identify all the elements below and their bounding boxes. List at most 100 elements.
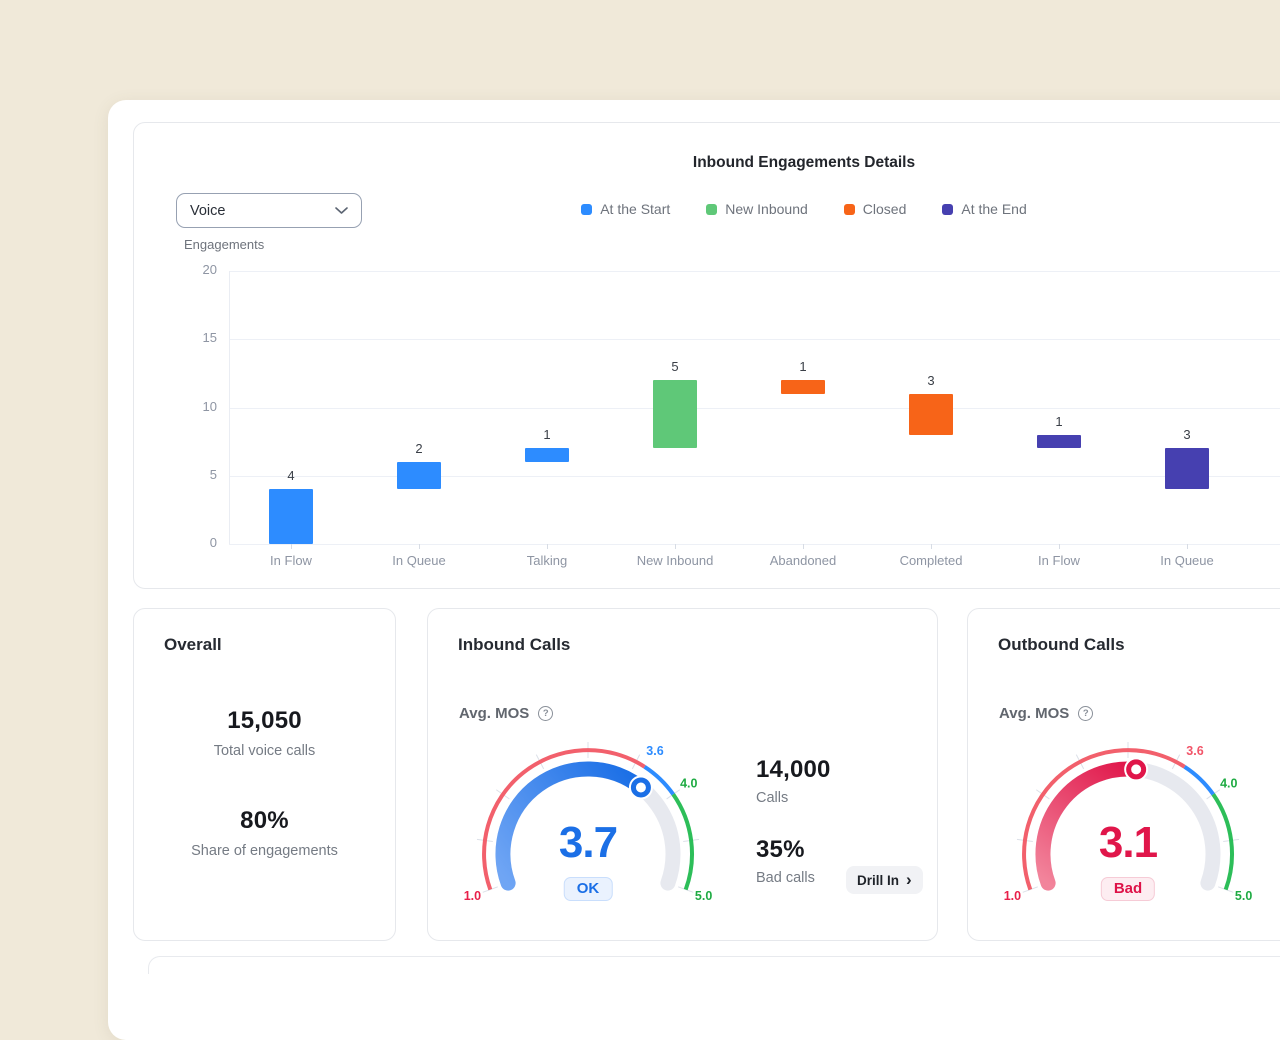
chevron-right-icon: › [906,869,912,889]
x-axis-tick [291,544,292,549]
share-of-engagements-stat: 80% Share of engagements [134,807,395,859]
legend-swatch-icon [843,203,855,215]
svg-text:4.0: 4.0 [1220,777,1237,791]
info-icon[interactable]: ? [1078,706,1094,721]
calls-stat: 14,000 Calls [756,756,831,806]
svg-text:4.0: 4.0 [680,777,697,791]
legend-item-at-the-start[interactable]: At the Start [581,201,670,217]
y-axis-tick-label: 20 [202,262,217,277]
x-axis-tick [675,544,676,549]
card-title: Overall [164,635,222,654]
legend-label: New Inbound [725,201,808,217]
bar-value-label: 5 [671,359,679,375]
total-voice-calls-stat: 15,050 Total voice calls [134,707,395,759]
bar-value-label: 3 [1183,427,1191,443]
legend-label: Closed [862,201,907,217]
inbound-calls-card: Inbound Calls Avg. MOS ? 1.0 3.6 4.0 5.0 3.… [427,608,938,941]
x-axis-tick [931,544,932,549]
svg-text:5.0: 5.0 [695,889,712,903]
x-axis-category-label: In Queue [1160,553,1214,568]
x-axis-tick [803,544,804,549]
stat-value: 14,000 [756,756,831,783]
next-row-card-top [148,956,1280,974]
legend-label: At the End [961,201,1027,217]
mos-status-badge: OK [563,877,613,901]
info-icon[interactable]: ? [538,706,554,721]
stat-value: 80% [240,807,289,834]
chart-bar-abandoned[interactable] [781,380,825,394]
x-axis-tick [1187,544,1188,549]
card-title: Outbound Calls [998,635,1125,654]
chart-gridline [229,339,1280,341]
chart-legend: At the Start New Inbound Closed At the End [134,201,1280,217]
mos-gauge: 1.0 3.6 4.0 5.0 [464,742,712,903]
mos-gauge: 1.0 3.6 4.0 5.0 [1004,742,1252,903]
chart-gridline [229,407,1280,409]
y-axis-tick-label: 5 [209,466,217,482]
x-axis-category-label: Completed [899,553,963,568]
bar-value-label: 1 [799,359,807,375]
legend-swatch-icon [706,203,718,215]
x-axis-category-label: In Queue [392,553,446,568]
mos-gauge-container: 1.0 3.6 4.0 5.0 3.7 OK [456,734,720,919]
outbound-calls-card: Outbound Calls Avg. MOS ? 1.0 3.6 4.0 5.0 3… [967,608,1280,941]
chart-bar-new-inbound[interactable] [653,380,697,449]
svg-text:1.0: 1.0 [1004,889,1021,903]
drill-in-button[interactable]: Drill In › [846,866,923,894]
mos-value: 3.7 [558,818,618,867]
avg-mos-row: Avg. MOS ? [459,705,554,722]
stat-label: Bad calls [756,870,815,886]
chart-bar-in-queue[interactable] [397,462,441,490]
y-axis-tick-label: 15 [202,330,217,346]
overall-card: Overall 15,050 Total voice calls 80% Sha… [133,608,396,941]
chart-gridline [229,271,1280,272]
card-title: Inbound Calls [458,635,571,654]
y-axis-tick-label: 0 [209,535,217,550]
stat-label: Calls [756,790,789,806]
chart-title: Inbound Engagements Details [692,154,916,171]
x-axis-category-label: New Inbound [636,553,714,568]
chart-gridline [229,544,1280,545]
y-axis-tick-label: 10 [202,398,217,414]
channel-select-value: Voice [190,202,226,219]
svg-text:5.0: 5.0 [1235,889,1252,903]
x-axis-tick [1059,544,1060,549]
bar-value-label: 1 [1055,413,1063,429]
avg-mos-row: Avg. MOS ? [999,705,1094,722]
x-axis-category-label: In Flow [1038,553,1080,568]
mos-value: 3.1 [1098,818,1158,867]
x-axis-category-label: Talking [526,553,568,568]
x-axis-tick [547,544,548,549]
chart-bar-in-flow[interactable] [269,489,313,544]
channel-select[interactable]: Voice [176,193,362,228]
bar-value-label: 3 [927,372,935,388]
bar-value-label: 2 [415,441,423,457]
stat-label: Total voice calls [213,743,316,759]
legend-item-at-the-end[interactable]: At the End [942,201,1027,217]
chart-gridline [229,475,1280,477]
chart-bar-in-flow[interactable] [1037,434,1081,449]
legend-label: At the Start [600,201,671,217]
chevron-down-icon [335,206,348,214]
chart-bar-completed[interactable] [909,393,953,435]
avg-mos-label: Avg. MOS [459,705,530,722]
bad-calls-stat: 35% Bad calls [756,836,815,886]
chart-bar-in-queue[interactable] [1165,448,1209,490]
stat-value: 35% [756,836,805,863]
legend-item-closed[interactable]: Closed [843,201,907,217]
x-axis-category-label: Abandoned [769,553,837,568]
legend-item-new-inbound[interactable]: New Inbound [706,201,808,217]
mos-gauge-container: 1.0 3.6 4.0 5.0 3.1 Bad [996,734,1260,919]
y-axis-title: Engagements [184,237,265,252]
y-axis-line [229,271,230,544]
chart-bar-talking[interactable] [525,448,569,463]
waterfall-chart: 20 15 10 5 0 In Flow In Queue Talking New Inboun… [134,241,1280,586]
stat-value: 15,050 [227,707,302,734]
mos-status-badge: Bad [1100,877,1156,901]
bar-value-label: 4 [287,468,295,484]
legend-swatch-icon [942,203,954,215]
legend-swatch-icon [581,203,593,215]
dashboard-panel: Inbound Engagements Details At the Start… [108,100,1280,1040]
drill-in-label: Drill In [857,872,900,888]
x-axis-tick [419,544,420,549]
